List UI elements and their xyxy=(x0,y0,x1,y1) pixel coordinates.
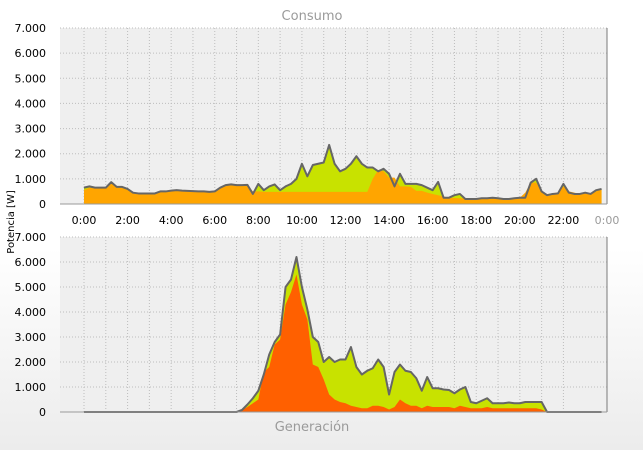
consumo-chart: 0 1.000 2.000 3.000 4.000 5.000 6.000 7.000 0:0… xyxy=(15,9,620,227)
x-tick-label: 6:00 xyxy=(202,214,227,227)
y-tick-label: 7.000 xyxy=(15,22,47,35)
consumo-y-ticks: 0 1.000 2.000 3.000 4.000 5.000 6.000 7.000 xyxy=(15,22,47,211)
consumo-title: Consumo xyxy=(282,9,343,24)
consumo-x-ticks: 0:00 2:00 4:00 6:00 8:00 10:00 12:00 14:00 16:00… xyxy=(72,214,620,227)
y-tick-label: 0 xyxy=(39,406,46,419)
generacion-title: Generación xyxy=(275,420,350,435)
y-tick-label: 2.000 xyxy=(15,148,47,161)
x-tick-label: 4:00 xyxy=(159,214,184,227)
y-tick-label: 5.000 xyxy=(15,281,47,294)
x-tick-label: 14:00 xyxy=(373,214,405,227)
y-tick-label: 6.000 xyxy=(15,47,47,60)
y-tick-label: 1.000 xyxy=(15,173,47,186)
y-tick-label: 1.000 xyxy=(15,381,47,394)
x-tick-label: 0:00 xyxy=(595,214,620,227)
series-area-orange xyxy=(84,170,602,204)
y-tick-label: 3.000 xyxy=(15,331,47,344)
generacion-chart: 0 1.000 2.000 3.000 4.000 5.000 6.000 7.000 Gen… xyxy=(15,231,608,435)
x-tick-label: 22:00 xyxy=(548,214,580,227)
series-outline xyxy=(83,143,602,200)
generacion-y-ticks: 0 1.000 2.000 3.000 4.000 5.000 6.000 7.000 xyxy=(15,231,47,419)
y-tick-label: 4.000 xyxy=(15,97,47,110)
x-tick-label: 0:00 xyxy=(72,214,97,227)
x-tick-label: 18:00 xyxy=(460,214,492,227)
y-tick-label: 3.000 xyxy=(15,123,47,136)
series-area-green xyxy=(84,144,602,204)
x-tick-label: 2:00 xyxy=(115,214,140,227)
x-tick-label: 10:00 xyxy=(286,214,318,227)
x-tick-label: 8:00 xyxy=(246,214,271,227)
y-tick-label: 7.000 xyxy=(15,231,47,244)
y-axis-label: Potencia [W] xyxy=(6,190,17,254)
y-tick-label: 0 xyxy=(39,198,46,211)
x-tick-label: 16:00 xyxy=(417,214,449,227)
y-tick-label: 6.000 xyxy=(15,256,47,269)
y-tick-label: 4.000 xyxy=(15,306,47,319)
series-area-green xyxy=(84,257,602,412)
x-tick-label: 12:00 xyxy=(330,214,362,227)
y-tick-label: 5.000 xyxy=(15,72,47,85)
consumo-series xyxy=(83,143,602,204)
y-tick-label: 2.000 xyxy=(15,356,47,369)
x-tick-label: 20:00 xyxy=(504,214,536,227)
